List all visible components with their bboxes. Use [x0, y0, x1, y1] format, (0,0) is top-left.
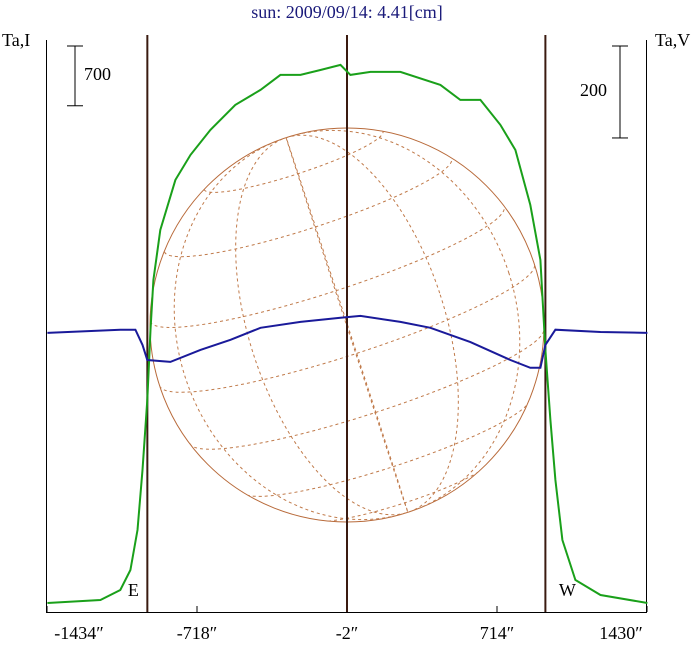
y-axis-label: Ta,I — [2, 30, 30, 50]
x-tick-label: 714″ — [480, 623, 515, 643]
limb-label: W — [559, 580, 576, 600]
scale-bar-label: 200 — [580, 80, 607, 100]
x-tick-label: -718″ — [177, 623, 218, 643]
series-line — [47, 314, 648, 369]
chart-title: sun: 2009/09/14: 4.41[cm] — [251, 2, 443, 22]
x-tick-label: -2″ — [336, 623, 359, 643]
x-tick-label: -1434″ — [54, 623, 104, 643]
limb-label: E — [128, 580, 139, 600]
x-tick-label: 1430″ — [599, 623, 643, 643]
series-line — [47, 63, 648, 604]
scale-bar-label: 700 — [84, 64, 111, 84]
frame — [46, 40, 647, 613]
y2-axis-label: Ta,V — [655, 30, 690, 50]
